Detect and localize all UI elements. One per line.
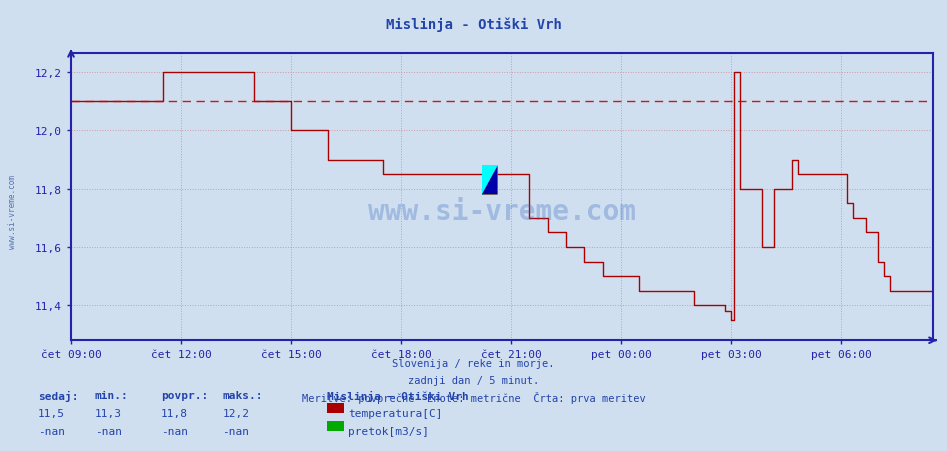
Text: -nan: -nan bbox=[95, 426, 122, 436]
Text: www.si-vreme.com: www.si-vreme.com bbox=[368, 198, 635, 226]
Text: 11,8: 11,8 bbox=[161, 408, 188, 418]
Text: zadnji dan / 5 minut.: zadnji dan / 5 minut. bbox=[408, 375, 539, 385]
Text: -nan: -nan bbox=[38, 426, 65, 436]
Text: Mislinja – Otiški Vrh: Mislinja – Otiški Vrh bbox=[327, 390, 469, 401]
Text: sedaj:: sedaj: bbox=[38, 390, 79, 401]
Text: maks.:: maks.: bbox=[223, 390, 263, 400]
Text: Meritve: povprečne  Enote: metrične  Črta: prva meritev: Meritve: povprečne Enote: metrične Črta:… bbox=[302, 391, 645, 403]
Text: pretok[m3/s]: pretok[m3/s] bbox=[348, 426, 430, 436]
Text: 12,2: 12,2 bbox=[223, 408, 250, 418]
Text: -nan: -nan bbox=[223, 426, 250, 436]
Text: www.si-vreme.com: www.si-vreme.com bbox=[8, 175, 17, 249]
Text: povpr.:: povpr.: bbox=[161, 390, 208, 400]
Text: -nan: -nan bbox=[161, 426, 188, 436]
Polygon shape bbox=[482, 166, 497, 195]
Text: temperatura[C]: temperatura[C] bbox=[348, 408, 443, 418]
Text: 11,3: 11,3 bbox=[95, 408, 122, 418]
Text: 11,5: 11,5 bbox=[38, 408, 65, 418]
Polygon shape bbox=[482, 166, 497, 195]
Text: min.:: min.: bbox=[95, 390, 129, 400]
Text: Slovenija / reke in morje.: Slovenija / reke in morje. bbox=[392, 358, 555, 368]
Text: Mislinja - Otiški Vrh: Mislinja - Otiški Vrh bbox=[385, 18, 562, 32]
Bar bbox=[482, 166, 497, 195]
